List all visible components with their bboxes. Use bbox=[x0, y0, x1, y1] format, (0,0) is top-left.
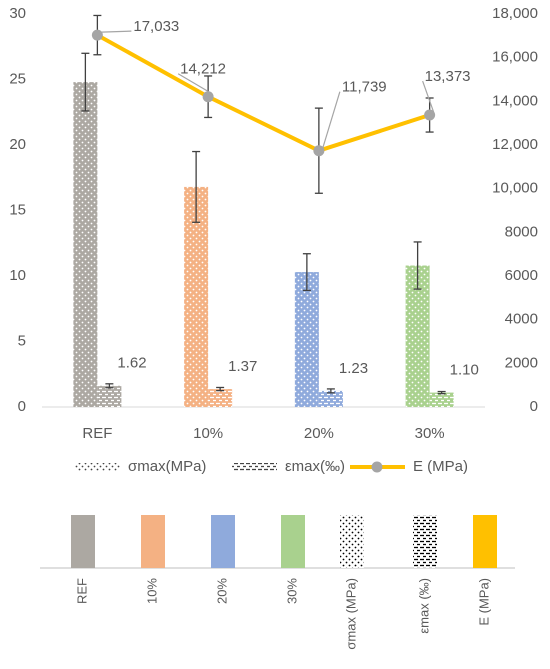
x-tick-label: 20% bbox=[304, 425, 334, 442]
key-label: REF bbox=[74, 578, 89, 604]
value-label: 1.23 bbox=[339, 360, 368, 377]
y2-tick-label: 12,000 bbox=[492, 136, 538, 153]
y-tick-label: 30 bbox=[9, 5, 26, 22]
value-label: 13,373 bbox=[425, 68, 471, 85]
marker bbox=[91, 29, 103, 41]
y2-tick-label: 10,000 bbox=[492, 180, 538, 197]
x-tick-label: REF bbox=[82, 425, 112, 442]
marker bbox=[313, 145, 325, 157]
y-tick-label: 15 bbox=[9, 201, 26, 218]
y2-tick-label: 18,000 bbox=[492, 5, 538, 22]
legend-swatch bbox=[75, 463, 120, 471]
key-label: E (MPa) bbox=[476, 578, 491, 626]
bar bbox=[429, 392, 454, 407]
y2-tick-label: 8000 bbox=[505, 223, 538, 240]
bar bbox=[73, 82, 98, 408]
bar bbox=[97, 385, 122, 407]
value-label: 14,212 bbox=[180, 61, 226, 78]
y-tick-label: 25 bbox=[9, 70, 26, 87]
marker bbox=[424, 109, 436, 121]
leader-line bbox=[322, 91, 341, 148]
legend-label: E (MPa) bbox=[413, 458, 468, 475]
y-tick-label: 20 bbox=[9, 136, 26, 153]
key-label: εmax (‰) bbox=[416, 578, 431, 634]
y-tick-label: 0 bbox=[18, 398, 26, 415]
leader-line bbox=[177, 73, 213, 95]
value-label: 11,739 bbox=[342, 79, 387, 96]
leader-line bbox=[101, 30, 132, 33]
key-swatch bbox=[413, 515, 437, 568]
legend-label: σmax(MPa) bbox=[128, 458, 206, 475]
bar bbox=[208, 389, 233, 407]
leader-line bbox=[422, 80, 435, 113]
legend-label: εmax(‰) bbox=[285, 458, 345, 475]
value-label: 17,033 bbox=[133, 18, 179, 35]
bar bbox=[184, 186, 209, 407]
key-swatch bbox=[211, 515, 235, 568]
marker bbox=[202, 91, 214, 103]
key-label: 20% bbox=[214, 578, 229, 604]
key-swatch bbox=[281, 515, 305, 568]
legend-swatch bbox=[232, 463, 277, 471]
y-tick-label: 10 bbox=[9, 267, 26, 284]
y2-tick-label: 14,000 bbox=[492, 92, 538, 109]
key-swatch bbox=[71, 515, 95, 568]
value-label: 1.10 bbox=[450, 362, 479, 379]
y-tick-label: 5 bbox=[18, 332, 26, 349]
y2-tick-label: 6000 bbox=[505, 267, 538, 284]
y2-tick-label: 2000 bbox=[505, 354, 538, 371]
x-tick-label: 10% bbox=[193, 425, 223, 442]
legend-marker bbox=[371, 461, 383, 473]
key-label: 10% bbox=[144, 578, 159, 604]
key-label: 30% bbox=[284, 578, 299, 604]
key-swatch bbox=[473, 515, 497, 568]
y2-tick-label: 4000 bbox=[505, 311, 538, 328]
y2-tick-label: 0 bbox=[530, 398, 538, 415]
value-label: 1.37 bbox=[228, 358, 257, 375]
key-swatch bbox=[340, 515, 364, 568]
y2-tick-label: 16,000 bbox=[492, 49, 538, 66]
bar bbox=[318, 390, 343, 407]
x-tick-label: 30% bbox=[415, 425, 445, 442]
bar bbox=[294, 272, 319, 407]
value-label: 1.62 bbox=[117, 355, 146, 372]
line bbox=[96, 33, 431, 153]
key-swatch bbox=[141, 515, 165, 568]
key-label: σmax (MPa) bbox=[343, 578, 358, 650]
